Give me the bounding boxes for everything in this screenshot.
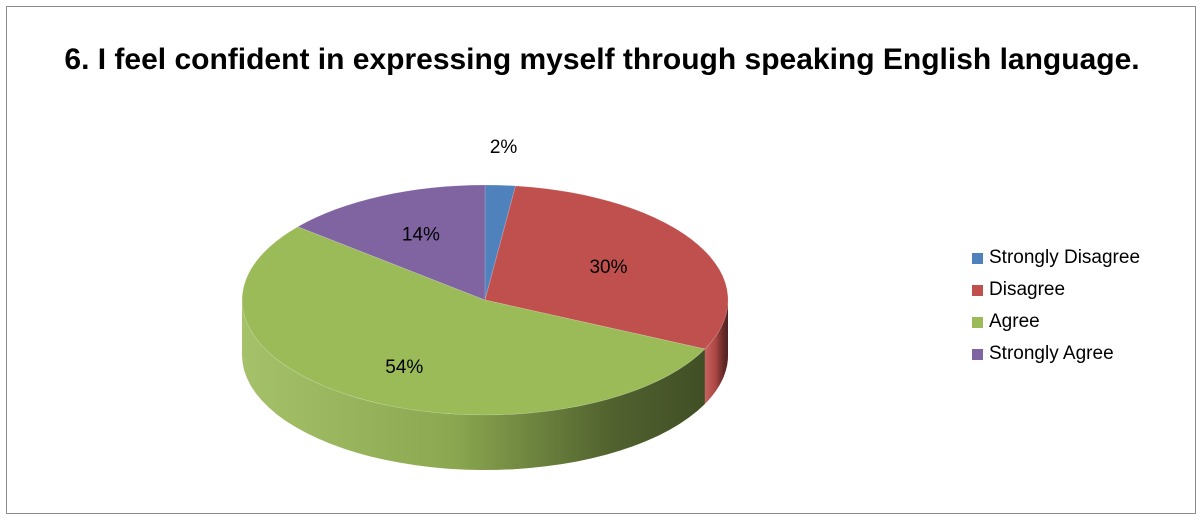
legend-item-strongly-disagree: Strongly Disagree bbox=[972, 242, 1140, 274]
data-label-strongly-disagree: 2% bbox=[490, 137, 518, 158]
legend-item-strongly-agree: Strongly Agree bbox=[972, 338, 1140, 370]
data-label-agree: 54% bbox=[385, 357, 423, 378]
pie-sides bbox=[242, 300, 728, 470]
legend-swatch-disagree bbox=[972, 284, 983, 296]
legend-label-disagree: Disagree bbox=[989, 279, 1066, 300]
legend-label-agree: Agree bbox=[989, 311, 1040, 332]
chart-title: 6. I feel confident in expressing myself… bbox=[64, 43, 1140, 76]
legend-item-disagree: Disagree bbox=[972, 274, 1140, 306]
legend-swatch-agree bbox=[972, 316, 983, 328]
legend-swatch-strongly-agree bbox=[972, 348, 983, 360]
pie-labels: 2% 30% 54% 14% bbox=[385, 137, 627, 378]
pie-slice-agree bbox=[241, 226, 706, 416]
data-label-strongly-agree: 14% bbox=[402, 225, 440, 246]
legend-item-agree: Agree bbox=[972, 306, 1140, 338]
pie-side-shade-agree bbox=[242, 300, 705, 470]
legend-label-strongly-agree: Strongly Agree bbox=[989, 343, 1114, 364]
pie-side-shade-disagree bbox=[704, 300, 728, 404]
pie-slice-disagree bbox=[484, 185, 729, 350]
pie-slice-strongly-disagree bbox=[484, 184, 516, 301]
legend-swatch-strongly-disagree bbox=[972, 252, 983, 264]
pie-tops bbox=[241, 184, 729, 416]
legend: Strongly Disagree Disagree Agree Strongl… bbox=[972, 242, 1140, 370]
legend-label-strongly-disagree: Strongly Disagree bbox=[989, 247, 1141, 268]
pie-slice-strongly-agree bbox=[297, 184, 486, 301]
data-label-disagree: 30% bbox=[589, 257, 627, 278]
